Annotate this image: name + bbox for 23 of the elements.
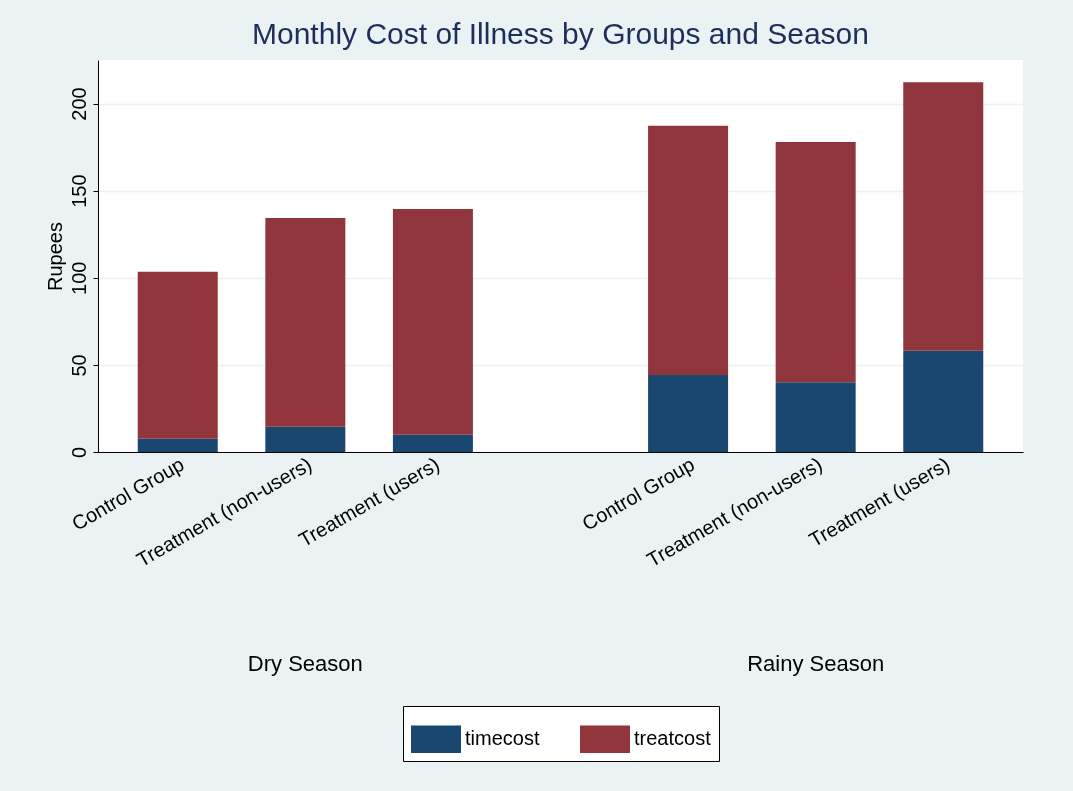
bar (265, 218, 346, 427)
legend-label: timecost (465, 727, 540, 750)
y-tick-label: 100 (67, 261, 90, 295)
bar (648, 374, 729, 452)
bar (775, 382, 856, 452)
text: Rainy Season (747, 651, 885, 676)
bar (392, 208, 473, 435)
y-tick-label: 200 (67, 87, 90, 121)
legend-label: treatcost (634, 727, 712, 750)
chart-title: Monthly Cost of Illness by Groups and Season (252, 17, 869, 50)
y-tick-label: 0 (67, 446, 90, 459)
bar (903, 350, 984, 452)
bar (903, 82, 984, 351)
bar (392, 434, 473, 452)
text: Dry Season (247, 651, 363, 676)
y-tick-label: 50 (67, 354, 90, 377)
y-axis-title: Rupees (43, 222, 66, 291)
y-tick-label: 150 (67, 174, 90, 208)
bar (775, 142, 856, 383)
bar (137, 438, 218, 452)
bar (648, 125, 729, 375)
bar (265, 426, 346, 452)
bar (137, 271, 218, 439)
